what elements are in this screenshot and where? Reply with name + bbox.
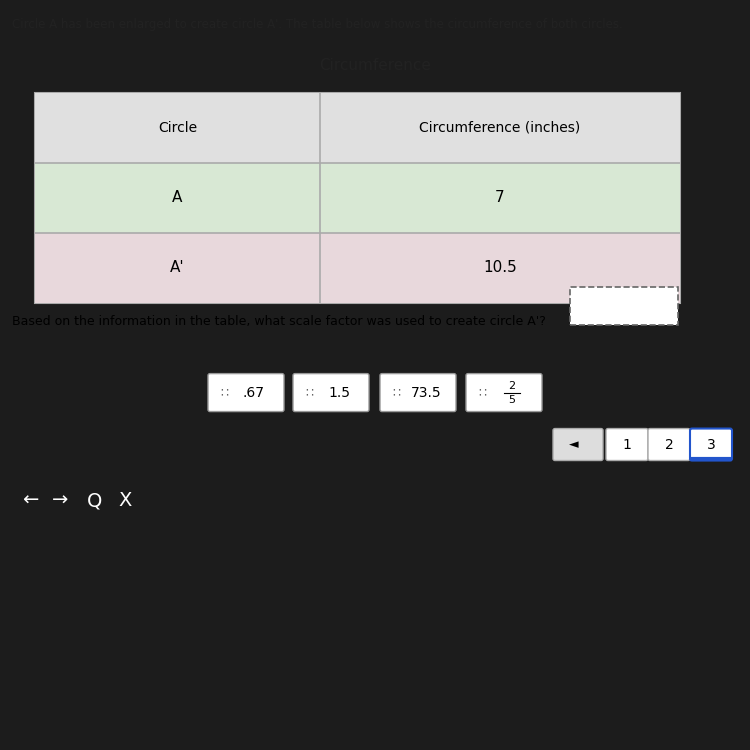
Text: →: → — [52, 491, 68, 510]
FancyBboxPatch shape — [380, 374, 456, 412]
Text: 10.5: 10.5 — [483, 260, 517, 275]
Text: Circle: Circle — [158, 121, 197, 135]
Text: ◄: ◄ — [569, 438, 579, 451]
FancyBboxPatch shape — [606, 428, 648, 460]
Text: Q: Q — [87, 491, 103, 510]
Text: Circle A has been enlarged to create circle A'. The table below shows the circum: Circle A has been enlarged to create cir… — [12, 18, 622, 31]
Text: 7: 7 — [495, 190, 505, 206]
FancyBboxPatch shape — [553, 428, 603, 460]
FancyBboxPatch shape — [466, 374, 542, 412]
Text: 1.5: 1.5 — [328, 386, 350, 400]
Text: 1: 1 — [622, 437, 632, 452]
Text: 2: 2 — [509, 380, 515, 391]
FancyBboxPatch shape — [293, 374, 369, 412]
Text: ∷: ∷ — [392, 386, 400, 399]
FancyBboxPatch shape — [690, 428, 732, 460]
Text: ∷: ∷ — [478, 386, 486, 399]
Bar — [35, 93, 680, 163]
FancyBboxPatch shape — [208, 374, 284, 412]
Bar — [35, 93, 680, 303]
Text: Circumference (inches): Circumference (inches) — [419, 121, 580, 135]
Text: A': A' — [170, 260, 184, 275]
Text: 5: 5 — [509, 394, 515, 404]
Text: ←: ← — [22, 491, 38, 510]
Text: X: X — [118, 491, 132, 510]
Bar — [570, 286, 678, 325]
Text: A: A — [172, 190, 183, 206]
Text: 2: 2 — [664, 437, 674, 452]
Text: 73.5: 73.5 — [411, 386, 441, 400]
Bar — [35, 232, 680, 303]
Text: ∷: ∷ — [220, 386, 228, 399]
Bar — [35, 163, 680, 232]
Text: Circumference: Circumference — [319, 58, 431, 73]
Text: .67: .67 — [243, 386, 265, 400]
Text: 3: 3 — [706, 437, 716, 452]
Text: Based on the information in the table, what scale factor was used to create circ: Based on the information in the table, w… — [12, 315, 546, 328]
Text: ∷: ∷ — [305, 386, 313, 399]
FancyBboxPatch shape — [648, 428, 690, 460]
